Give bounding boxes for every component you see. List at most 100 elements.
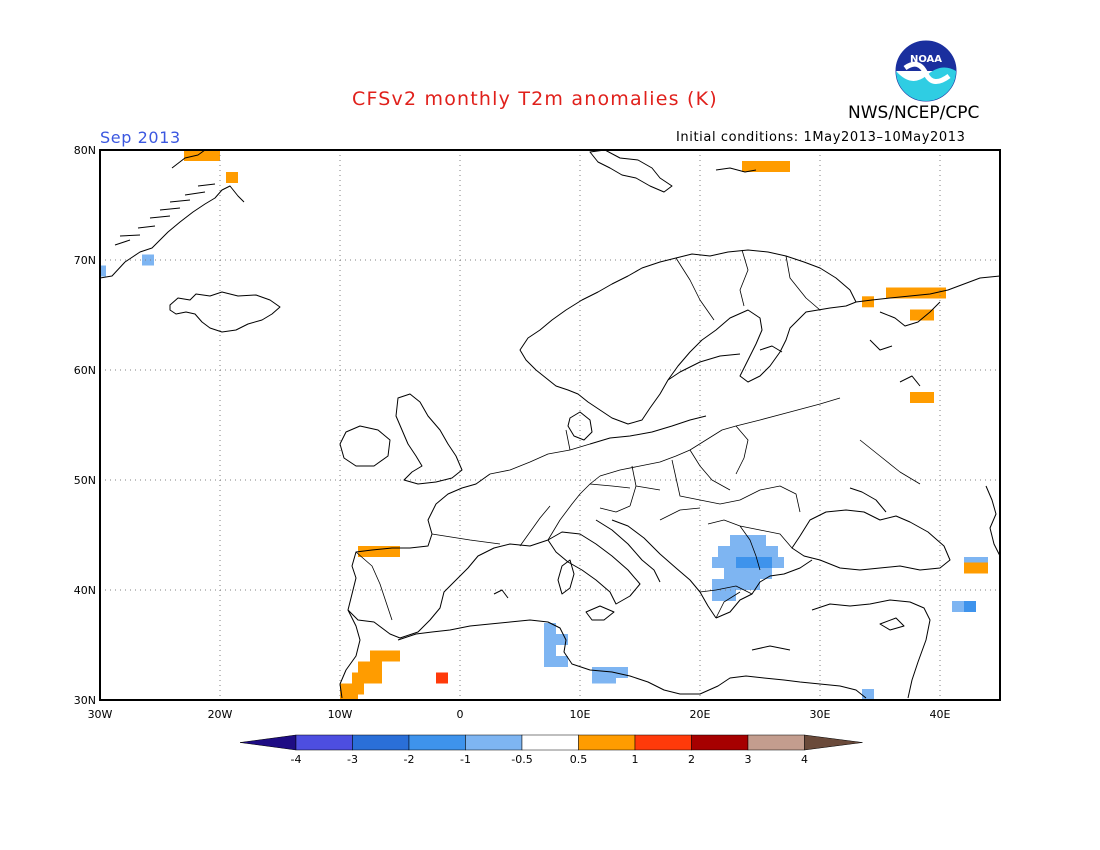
latitude-tick-labels: 30N 40N 50N 60N 70N 80N	[74, 144, 96, 707]
anomaly-cell	[964, 601, 976, 612]
anomaly-cell	[712, 590, 736, 601]
anomaly-cell	[886, 287, 946, 299]
anomaly-cell	[712, 579, 760, 590]
anomaly-cell	[358, 661, 382, 673]
coast-great-britain	[395, 393, 463, 485]
colorbar-tick-label: 4	[801, 753, 808, 766]
coast-azov	[849, 487, 887, 513]
anomaly-cell	[556, 656, 568, 667]
lon-tick-label: 30W	[88, 708, 113, 721]
anomaly-cell	[184, 150, 220, 161]
anomaly-cell	[910, 309, 934, 321]
coast-greece	[715, 559, 813, 619]
colorbar-box	[747, 734, 805, 751]
colorbar-left-arrow	[239, 734, 297, 751]
forecast-month-label: Sep 2013	[100, 128, 181, 147]
lon-tick-label: 10E	[570, 708, 591, 721]
coast-denmark	[567, 411, 593, 441]
anomaly-cell	[370, 650, 400, 662]
coast-turkey-south	[811, 599, 931, 699]
colorbar-tick-label: -3	[347, 753, 358, 766]
lat-tick-label: 50N	[74, 474, 96, 487]
coast-balkans-adriatic	[611, 519, 717, 619]
anomaly-cell	[910, 392, 934, 403]
coast-italy	[547, 531, 641, 605]
coast-scandinavia	[519, 249, 857, 425]
anomaly-cell	[340, 694, 358, 700]
anomaly-cell	[718, 546, 778, 557]
coast-greenland-north	[171, 150, 206, 169]
anomaly-cell	[736, 557, 772, 568]
coastlines	[100, 150, 1000, 699]
colorbar-box	[634, 734, 692, 751]
anomaly-cell	[358, 546, 400, 557]
coast-lakes-nw-russia	[759, 339, 921, 387]
agency-label: NWS/NCEP/CPC	[848, 103, 980, 123]
anomaly-cell	[730, 535, 766, 546]
colorbar-tick-label: -2	[404, 753, 415, 766]
lon-tick-label: 20E	[690, 708, 711, 721]
graticule	[100, 150, 1000, 700]
coast-caspian	[985, 485, 1000, 557]
borders	[355, 397, 921, 621]
lat-tick-label: 70N	[74, 254, 96, 267]
borders-nordic	[675, 249, 821, 321]
map-frame	[99, 149, 1001, 701]
anomaly-cell	[862, 689, 874, 700]
coast-ireland	[339, 425, 391, 467]
logo-text: NOAA	[910, 54, 942, 65]
lon-tick-label: 10W	[328, 708, 353, 721]
anomaly-cell	[352, 672, 382, 684]
anomaly-cell	[616, 667, 628, 678]
colorbar-tick-label: -4	[291, 753, 302, 766]
anomaly-cell	[340, 683, 364, 695]
anomaly-cell	[724, 568, 772, 579]
colorbar-tick-label: 3	[745, 753, 752, 766]
colorbar-tick-label: 0.5	[570, 753, 588, 766]
coast-franz-josef	[715, 167, 757, 173]
anomaly-cell	[100, 265, 106, 277]
colorbar-box	[465, 734, 523, 751]
colorbar-box	[295, 734, 353, 751]
colorbar-box	[408, 734, 466, 751]
anomaly-cell	[742, 161, 790, 172]
coast-greenland-fjords	[114, 183, 216, 246]
coast-black-sea	[791, 509, 951, 571]
anomaly-cell	[952, 601, 964, 612]
colorbar-box	[578, 734, 636, 751]
colorbar-box	[521, 734, 579, 751]
colorbar-right-arrow	[804, 734, 863, 751]
lat-tick-label: 60N	[74, 364, 96, 377]
coast-kola	[855, 275, 1000, 303]
anomaly-cell	[964, 562, 988, 574]
coast-iceland	[169, 291, 281, 333]
lon-tick-label: 30E	[810, 708, 831, 721]
lat-tick-label: 40N	[74, 584, 96, 597]
coast-cyprus	[879, 617, 905, 631]
colorbar-tick-label: -1	[460, 753, 471, 766]
longitude-tick-labels: 30W 20W 10W 0 10E 20E 30E 40E	[88, 708, 951, 721]
anomaly-cells-layer	[100, 150, 988, 700]
colorbar-box	[352, 734, 410, 751]
lon-tick-label: 0	[457, 708, 464, 721]
anomaly-cell	[544, 623, 556, 667]
coast-north-africa	[339, 609, 361, 699]
colorbar-tick-label: -0.5	[511, 753, 532, 766]
anomaly-cell	[556, 634, 568, 645]
map-title: CFSv2 monthly T2m anomalies (K)	[352, 88, 718, 110]
anomaly-cell	[226, 172, 238, 183]
coast-white-sea	[879, 301, 941, 327]
anomaly-cell	[436, 672, 448, 684]
coast-maghreb	[397, 619, 867, 699]
coast-gulf-bothnia	[667, 353, 741, 381]
anomaly-cell	[142, 254, 154, 266]
lon-tick-label: 20W	[208, 708, 233, 721]
lat-tick-label: 30N	[74, 694, 96, 707]
coast-greenland	[100, 185, 245, 279]
colorbar-tick-label: 2	[688, 753, 695, 766]
coast-baltic-south	[589, 415, 707, 445]
anomaly-cell	[862, 296, 874, 308]
colorbar-tick-label: 1	[632, 753, 639, 766]
